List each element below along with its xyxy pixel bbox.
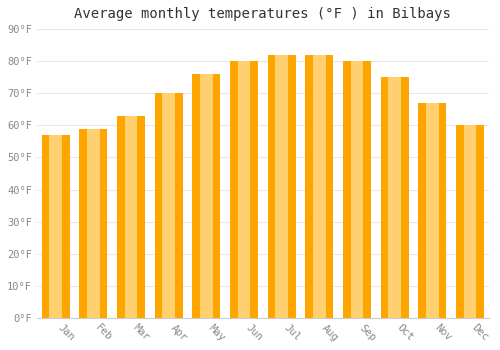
Title: Average monthly temperatures (°F ) in Bilbays: Average monthly temperatures (°F ) in Bi… [74,7,452,21]
Bar [305,55,334,318]
Bar [350,61,364,318]
Bar [276,55,288,318]
Bar [380,77,409,318]
Bar [268,55,296,318]
Bar [464,125,476,318]
Bar [50,135,62,318]
Bar [79,128,108,318]
Bar [313,55,326,318]
Bar [124,116,138,318]
Bar [154,93,183,318]
Bar [117,116,145,318]
Bar [238,61,250,318]
Bar [42,135,70,318]
Bar [87,128,100,318]
Bar [388,77,401,318]
Bar [162,93,175,318]
Bar [418,103,446,318]
Bar [426,103,438,318]
Bar [192,74,220,318]
Bar [230,61,258,318]
Bar [343,61,371,318]
Bar [456,125,484,318]
Bar [200,74,212,318]
